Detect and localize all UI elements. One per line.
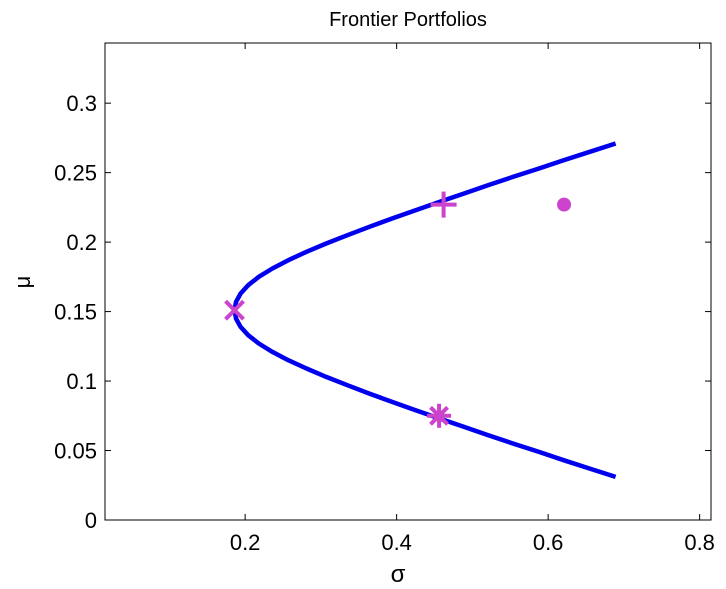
chart-title: Frontier Portfolios	[329, 9, 487, 31]
plus-marker	[430, 191, 457, 218]
x-tick-label: 0.2	[230, 530, 261, 555]
dot-marker	[557, 197, 572, 212]
asterisk-marker	[427, 403, 452, 428]
y-tick-label: 0	[85, 508, 97, 533]
y-tick-label: 0.1	[66, 369, 97, 394]
y-tick-label: 0.25	[54, 161, 97, 186]
y-tick-label: 0.3	[66, 91, 97, 116]
y-tick-label: 0.15	[54, 300, 97, 325]
x-axis-ticks: 0.2 0.4 0.6 0.8	[230, 43, 715, 555]
x-tick-label: 0.6	[533, 530, 564, 555]
y-tick-label: 0.2	[66, 230, 97, 255]
x-axis-label: σ	[391, 561, 406, 588]
y-axis-ticks: 0 0.05 0.1 0.15 0.2 0.25 0.3	[54, 91, 711, 533]
plot-area	[104, 42, 712, 521]
y-tick-label: 0.05	[54, 439, 97, 464]
marker-layer	[224, 191, 572, 428]
x-tick-label: 0.4	[381, 530, 412, 555]
x-marker	[224, 299, 245, 321]
x-tick-label: 0.8	[684, 530, 715, 555]
y-axis-label: μ	[10, 276, 35, 289]
